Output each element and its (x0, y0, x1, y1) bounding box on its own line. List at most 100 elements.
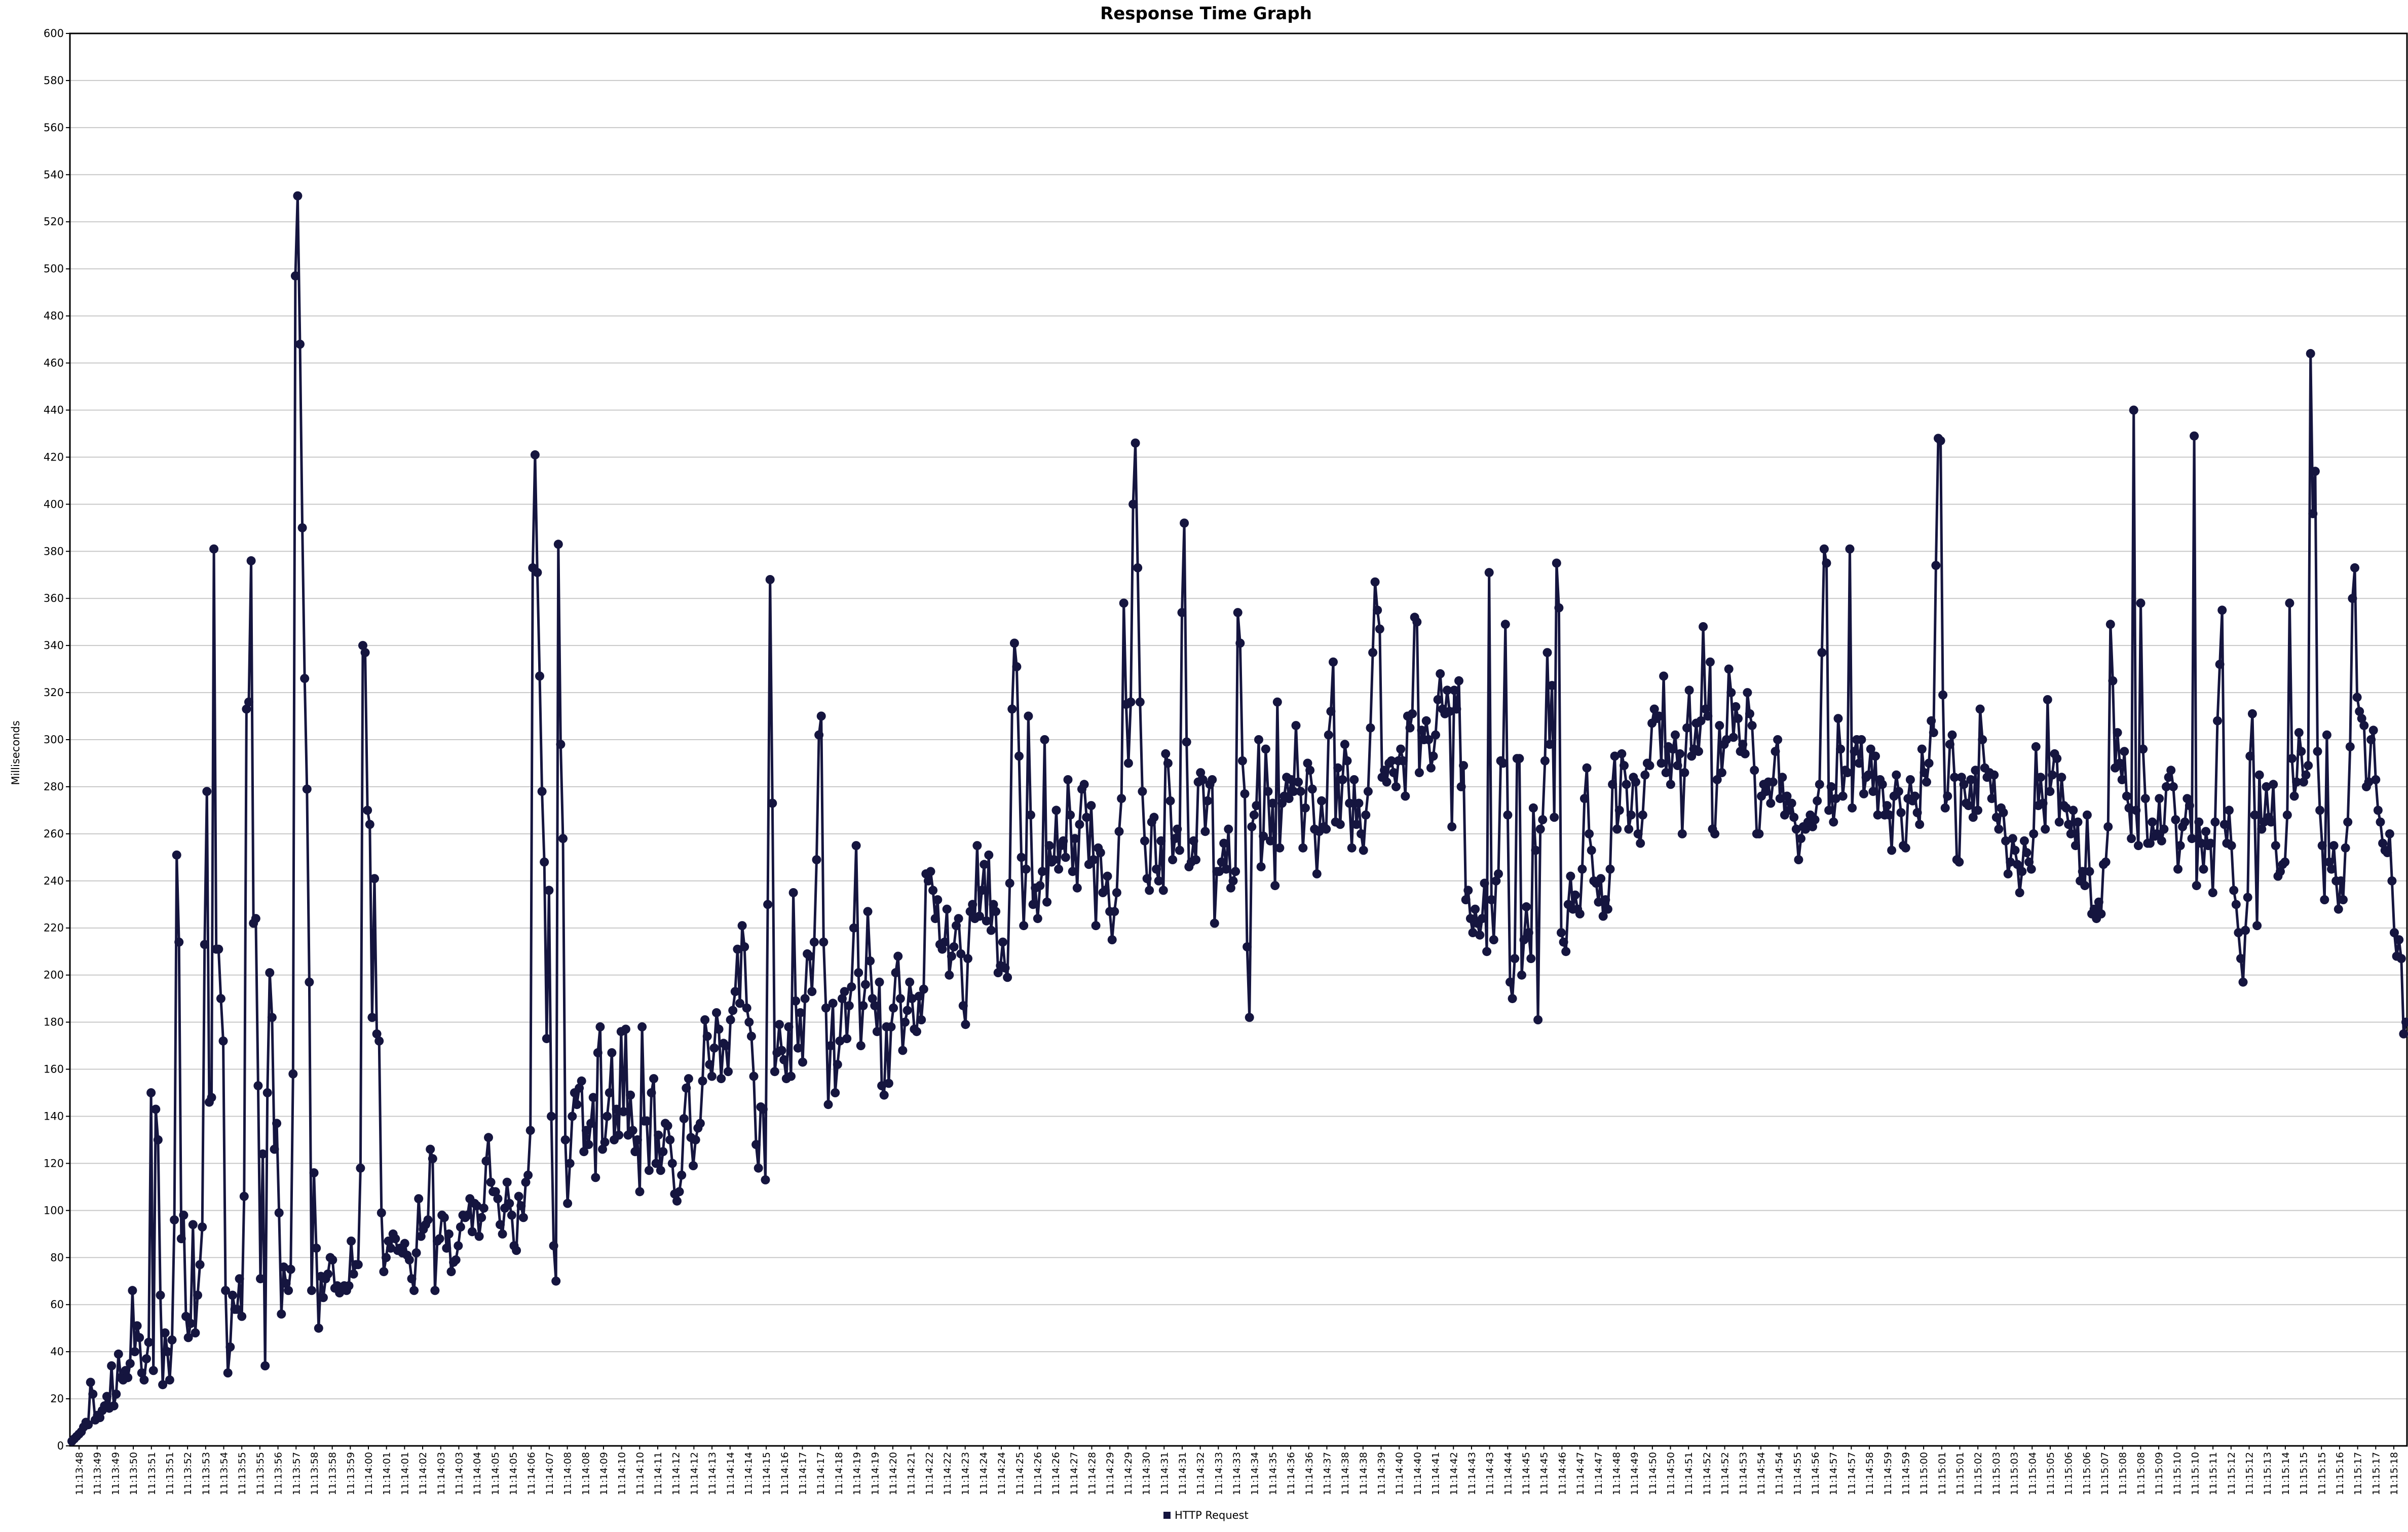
data-point (945, 970, 954, 980)
x-tick-label: 11:14:36 (1304, 1452, 1315, 1495)
data-point (1915, 820, 1925, 829)
data-point (1329, 657, 1338, 667)
data-point (926, 867, 935, 876)
data-point (2155, 794, 2164, 803)
data-point (872, 1027, 882, 1037)
data-point (768, 798, 777, 808)
data-point (1768, 777, 1778, 787)
data-point (2138, 744, 2148, 754)
y-tick-label: 100 (44, 1204, 64, 1216)
data-point (1408, 709, 1417, 718)
data-point (2122, 791, 2131, 801)
data-point (2247, 709, 2257, 718)
data-point (260, 1361, 270, 1370)
data-point (442, 1243, 452, 1253)
data-point (1017, 853, 1026, 862)
x-tick-label: 11:14:29 (1105, 1452, 1116, 1495)
data-point (1284, 794, 1294, 803)
data-point (111, 1389, 121, 1399)
data-point (1303, 758, 1312, 768)
x-tick-label: 11:14:30 (1141, 1452, 1152, 1495)
data-point (344, 1281, 354, 1290)
y-tick-label: 440 (44, 404, 64, 416)
data-point (2315, 806, 2325, 815)
data-point (991, 907, 1001, 916)
data-point (1112, 888, 1121, 897)
data-point (761, 1175, 770, 1184)
data-point (1857, 735, 1866, 744)
data-point (1123, 758, 1133, 768)
data-point (1868, 787, 1878, 796)
data-point (2022, 848, 2031, 857)
x-axis-ticks: 11:13:48 11:13:49 11:13:49 11:13:50 11:13:51… (74, 1446, 2400, 1495)
y-tick-label: 160 (44, 1063, 64, 1076)
data-point (183, 1333, 193, 1343)
x-tick-label: 11:15:15 (2299, 1452, 2310, 1495)
data-point (537, 787, 547, 796)
data-point (290, 271, 300, 281)
data-point (1454, 676, 1463, 685)
y-tick-label: 500 (44, 263, 64, 275)
y-tick-label: 400 (44, 498, 64, 510)
x-tick-label: 11:14:58 (1864, 1452, 1875, 1495)
data-point (1296, 787, 1305, 796)
data-point (798, 1057, 807, 1067)
y-tick-label: 300 (44, 734, 64, 746)
data-point (603, 1112, 612, 1121)
data-point (2401, 1017, 2408, 1027)
data-point (251, 914, 260, 924)
data-point (2294, 728, 2304, 738)
data-point (102, 1392, 111, 1401)
data-point (1666, 780, 1675, 789)
data-point (1433, 695, 1443, 704)
data-point (989, 900, 998, 909)
data-point (191, 1328, 200, 1337)
data-point (691, 1135, 700, 1144)
data-point (2348, 594, 2357, 603)
data-point (2068, 806, 2078, 815)
data-point (2373, 806, 2383, 815)
data-point (540, 857, 549, 867)
data-point (605, 1088, 614, 1097)
data-point (1471, 904, 1480, 914)
data-point (1901, 843, 1910, 853)
data-point (423, 1215, 433, 1224)
data-point (284, 1286, 293, 1295)
data-point (963, 954, 972, 964)
data-point (770, 1067, 779, 1077)
data-point (356, 1163, 365, 1173)
data-point (800, 994, 810, 1004)
data-point (812, 855, 821, 864)
data-point (1950, 773, 1960, 782)
x-tick-label: 11:14:18 (834, 1452, 845, 1495)
x-tick-label: 11:14:26 (1050, 1452, 1062, 1495)
data-point (1465, 914, 1475, 924)
data-point (1964, 801, 1973, 811)
data-point (1747, 721, 1757, 731)
data-point (860, 980, 870, 989)
data-point (937, 944, 947, 954)
data-point (542, 1034, 551, 1044)
data-point (1654, 711, 1664, 721)
data-point (805, 951, 814, 961)
data-point (2292, 777, 2302, 787)
data-point (1322, 824, 1331, 834)
data-point (1475, 930, 1485, 940)
data-point (728, 1006, 738, 1015)
data-point (558, 834, 568, 844)
data-point (228, 1290, 237, 1300)
data-point (2210, 817, 2220, 827)
data-point (1405, 723, 1415, 733)
data-point (1396, 744, 1406, 754)
data-point (1233, 608, 1243, 618)
data-point (2269, 780, 2278, 789)
x-tick-label: 11:14:26 (1032, 1452, 1043, 1495)
data-point (886, 1022, 896, 1031)
data-point (1927, 716, 1936, 725)
data-point (2336, 876, 2346, 886)
data-point (1482, 947, 1492, 956)
data-point (1956, 773, 1966, 782)
data-point (2378, 838, 2388, 848)
data-point (1640, 770, 1650, 780)
data-point (591, 1173, 600, 1182)
